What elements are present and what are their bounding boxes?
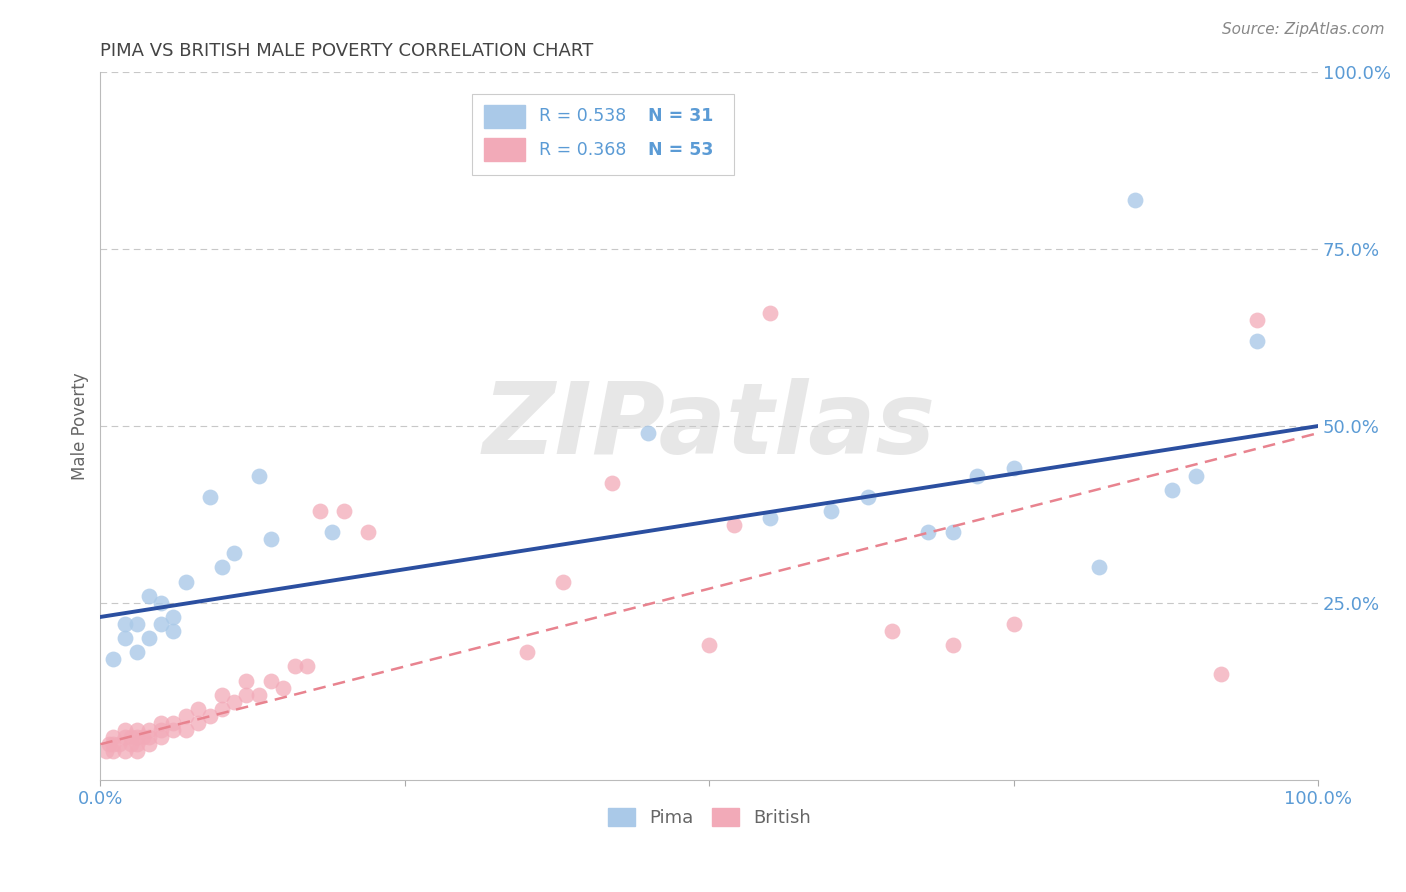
Point [125, 645, 148, 659]
Point [97, 737, 120, 751]
Point [114, 730, 136, 744]
Point [1185, 468, 1208, 483]
Point [260, 673, 283, 688]
Point [1161, 483, 1184, 497]
Point [235, 688, 257, 702]
Point [917, 525, 939, 540]
Point [697, 638, 720, 652]
Point [966, 468, 988, 483]
Point [516, 645, 538, 659]
Point [138, 730, 160, 744]
Text: R = 0.538: R = 0.538 [538, 107, 626, 125]
Point [321, 525, 343, 540]
Point [820, 504, 842, 518]
Point [162, 610, 184, 624]
Point [260, 532, 283, 546]
Point [211, 688, 233, 702]
Point [1002, 617, 1025, 632]
Point [942, 638, 965, 652]
Point [1002, 461, 1025, 475]
Point [284, 659, 307, 673]
Point [224, 695, 246, 709]
Point [125, 744, 148, 758]
Point [101, 730, 124, 744]
Point [150, 730, 173, 744]
Point [150, 617, 173, 632]
Point [211, 702, 233, 716]
Point [235, 673, 257, 688]
Point [138, 723, 160, 738]
Point [1209, 666, 1232, 681]
Text: R = 0.368: R = 0.368 [538, 141, 626, 159]
Point [162, 624, 184, 639]
Point [723, 518, 745, 533]
FancyBboxPatch shape [484, 105, 526, 128]
Point [162, 716, 184, 731]
Legend: Pima, British: Pima, British [600, 800, 818, 834]
Point [150, 596, 173, 610]
Point [162, 723, 184, 738]
Point [271, 681, 294, 695]
Point [114, 617, 136, 632]
Point [357, 525, 380, 540]
Point [138, 737, 160, 751]
Point [125, 730, 148, 744]
Point [174, 709, 197, 723]
Point [101, 737, 124, 751]
Point [1088, 560, 1111, 574]
Point [297, 659, 319, 673]
Point [247, 688, 270, 702]
Point [101, 652, 124, 666]
Point [120, 730, 142, 744]
Point [101, 744, 124, 758]
Text: N = 53: N = 53 [648, 141, 714, 159]
Point [120, 737, 142, 751]
Point [125, 723, 148, 738]
Point [174, 723, 197, 738]
FancyBboxPatch shape [472, 94, 734, 175]
Point [1246, 313, 1268, 327]
Point [107, 737, 129, 751]
Point [187, 702, 209, 716]
Point [150, 723, 173, 738]
Point [856, 490, 879, 504]
Point [553, 574, 575, 589]
Point [138, 631, 160, 645]
Point [150, 716, 173, 731]
Point [1125, 193, 1147, 207]
Point [759, 306, 782, 320]
Point [187, 716, 209, 731]
Y-axis label: Male Poverty: Male Poverty [72, 372, 89, 480]
Point [759, 511, 782, 525]
Point [114, 723, 136, 738]
Point [174, 574, 197, 589]
Point [600, 475, 623, 490]
Point [96, 744, 118, 758]
Text: PIMA VS BRITISH MALE POVERTY CORRELATION CHART: PIMA VS BRITISH MALE POVERTY CORRELATION… [100, 42, 593, 60]
Point [880, 624, 903, 639]
Point [114, 744, 136, 758]
Text: ZIPatlas: ZIPatlas [482, 377, 936, 475]
Point [1246, 334, 1268, 348]
Text: N = 31: N = 31 [648, 107, 714, 125]
Point [132, 730, 155, 744]
Point [114, 631, 136, 645]
Point [333, 504, 356, 518]
Point [125, 737, 148, 751]
Point [211, 560, 233, 574]
Text: Source: ZipAtlas.com: Source: ZipAtlas.com [1222, 22, 1385, 37]
Point [125, 617, 148, 632]
FancyBboxPatch shape [484, 138, 526, 161]
Point [637, 426, 659, 441]
Point [198, 709, 221, 723]
Point [247, 468, 270, 483]
Point [198, 490, 221, 504]
Point [224, 546, 246, 560]
Point [942, 525, 965, 540]
Point [308, 504, 330, 518]
Point [138, 589, 160, 603]
